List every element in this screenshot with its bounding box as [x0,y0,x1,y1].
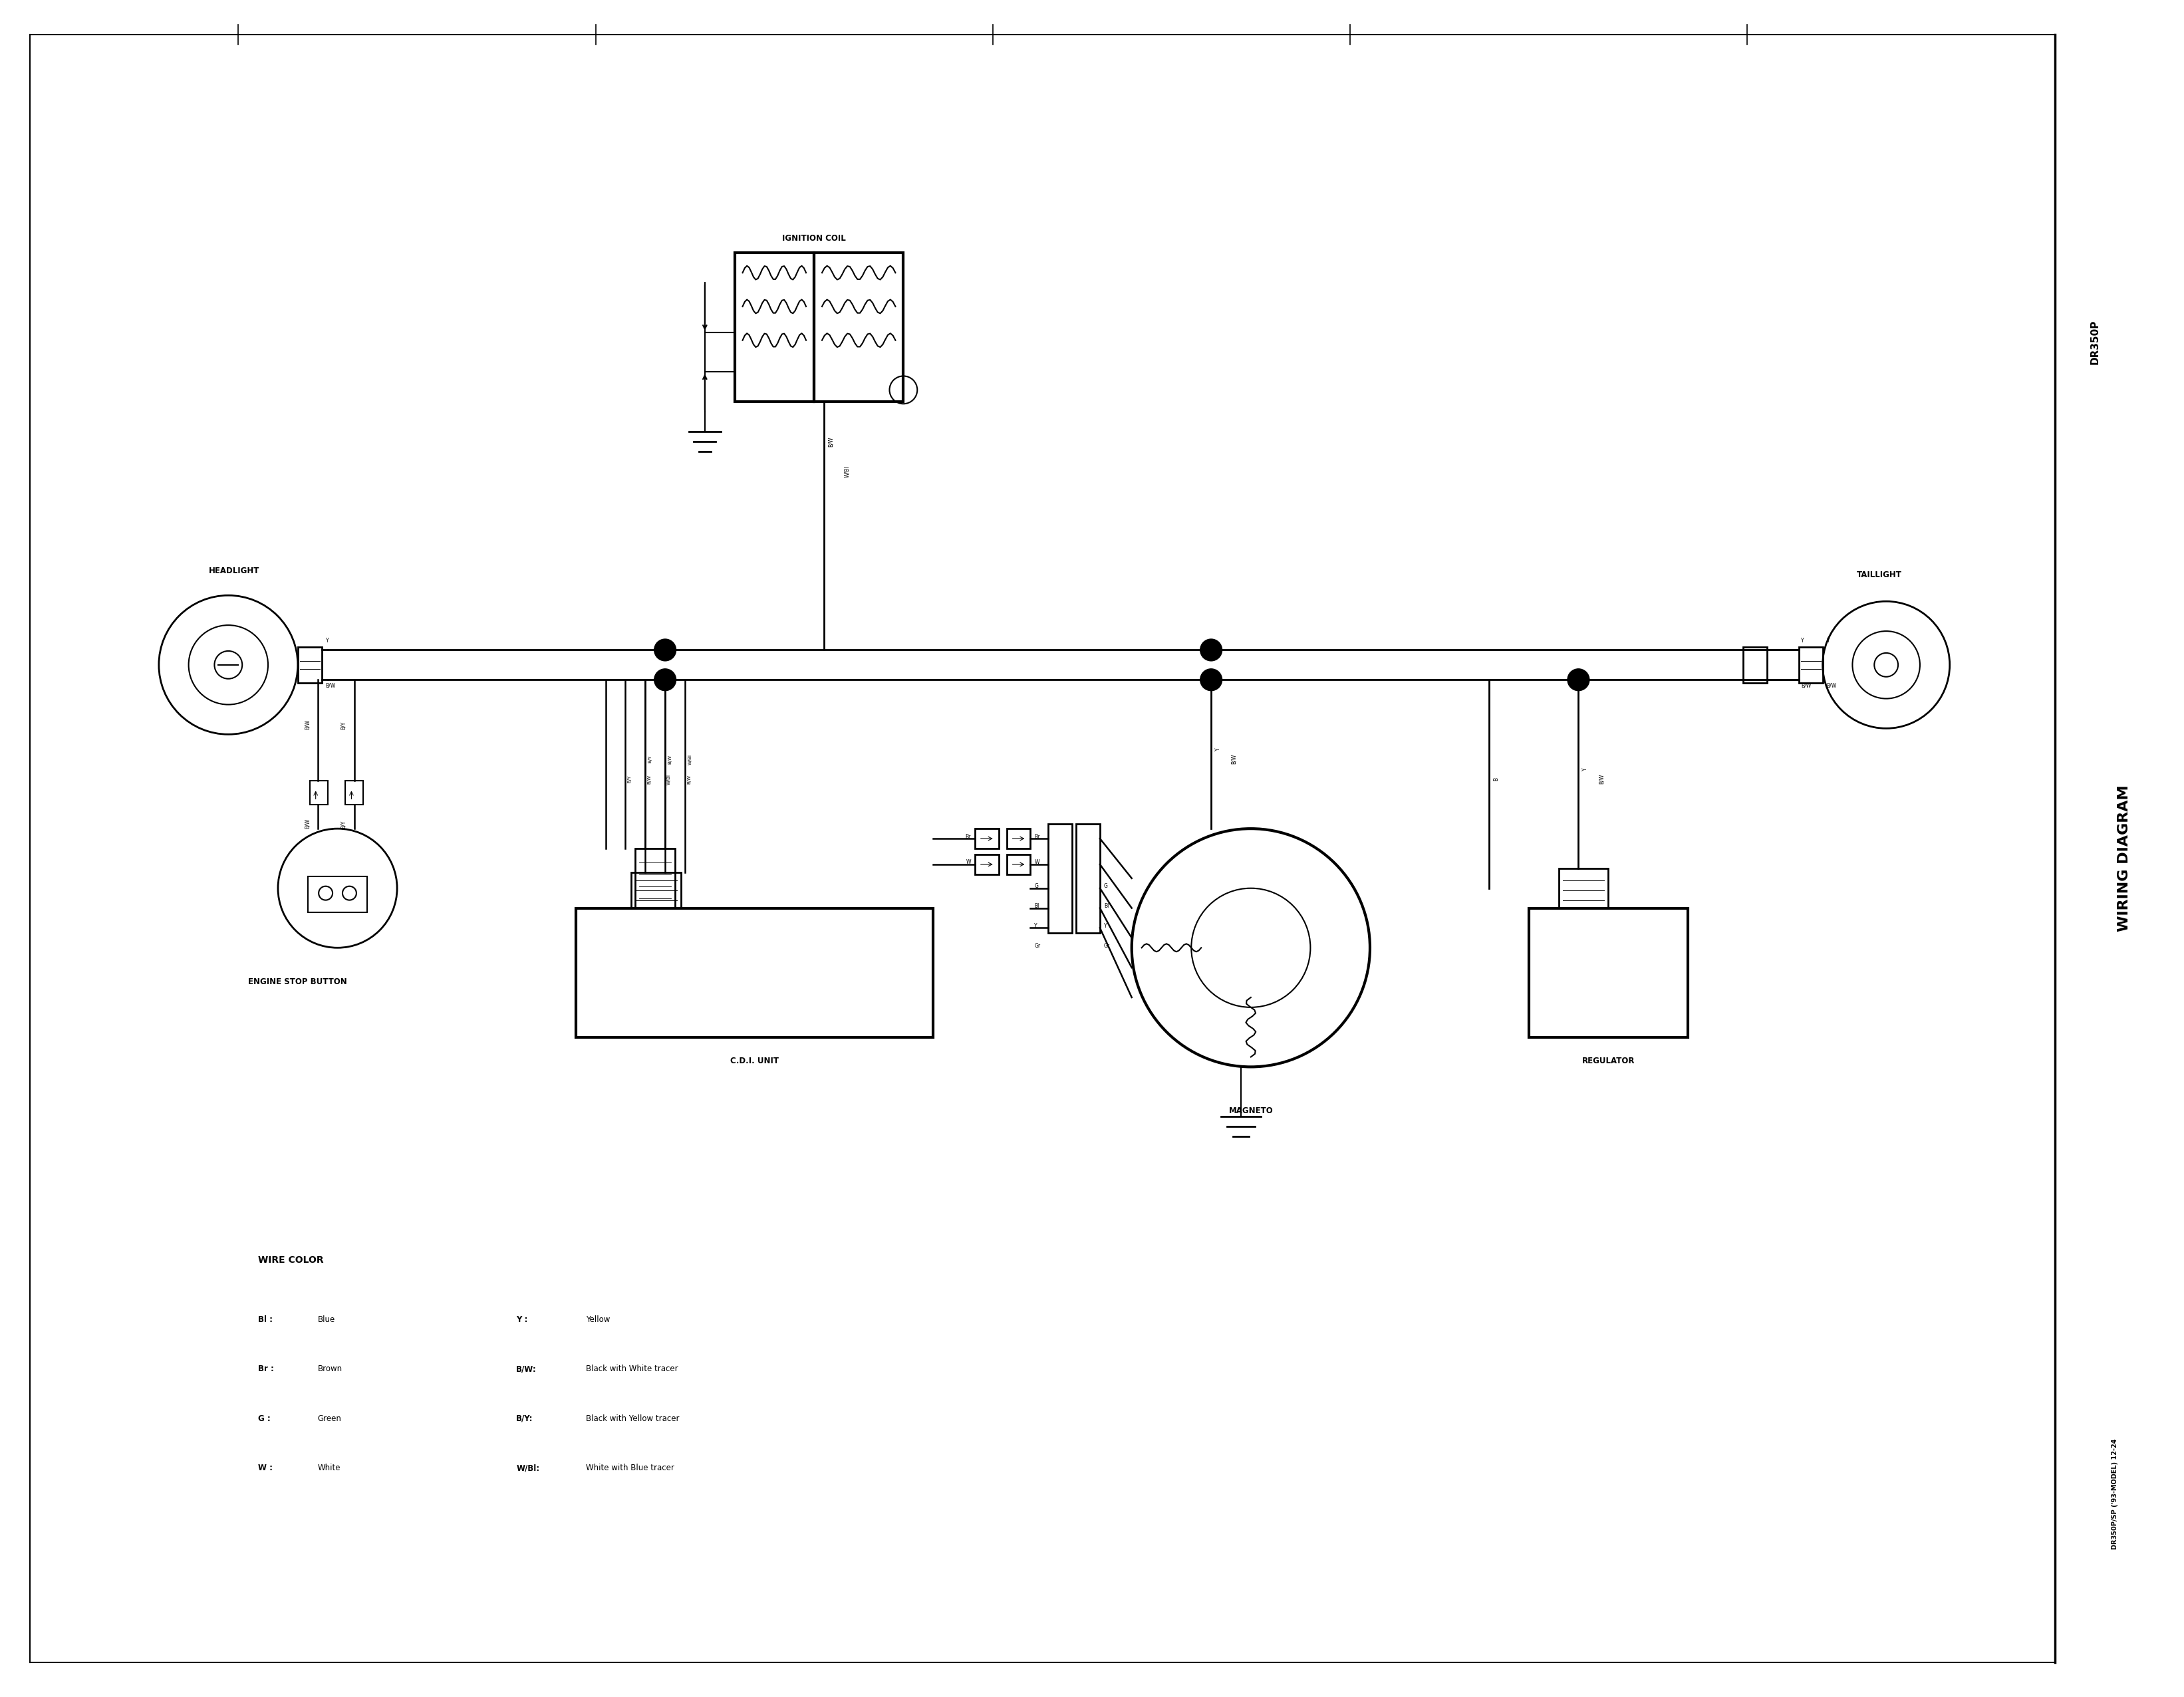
Bar [297,647,321,682]
Bar [631,872,681,908]
Text: B/Y: B/Y [341,721,347,730]
Text: IGNITION COIL: IGNITION COIL [782,234,845,243]
Text: B/W: B/W [668,755,673,764]
Text: G: G [1035,882,1037,889]
Text: B/Y: B/Y [627,776,631,782]
Text: Y: Y [1035,923,1037,928]
Text: WIRING DIAGRAM: WIRING DIAGRAM [2118,786,2132,932]
Text: B/Y:: B/Y: [515,1414,533,1424]
Text: G: G [1103,882,1107,889]
Bar [577,908,933,1037]
Text: Brown: Brown [317,1364,343,1373]
Bar [734,253,815,402]
Text: B/Y: B/Y [341,820,347,828]
Text: Y: Y [1826,638,1830,645]
Text: W/Bl: W/Bl [688,753,692,764]
Circle shape [1201,640,1223,660]
Text: B/Y: B/Y [649,755,653,764]
Text: Y :: Y : [515,1315,529,1324]
Text: Y: Y [1583,767,1588,770]
Bar [308,876,367,911]
Bar [1559,869,1607,908]
Bar [636,848,675,908]
Text: B/W: B/W [1232,753,1236,764]
Text: Black with Yellow tracer: Black with Yellow tracer [585,1414,679,1424]
Bar [974,855,998,874]
Circle shape [655,669,677,691]
Bar [1048,823,1072,933]
Text: REGULATOR: REGULATOR [1581,1057,1634,1066]
Text: DR350P: DR350P [2090,319,2099,365]
Bar [974,828,998,848]
Text: B/W:: B/W: [515,1364,537,1373]
Text: Y: Y [1214,748,1221,750]
Text: ENGINE STOP BUTTON: ENGINE STOP BUTTON [249,977,347,986]
Circle shape [1201,669,1223,691]
Text: DR350P/SP ('93-MODEL) 12-24: DR350P/SP ('93-MODEL) 12-24 [2112,1439,2118,1549]
Bar [345,781,363,804]
Text: HEADLIGHT: HEADLIGHT [207,567,260,575]
Text: Blue: Blue [317,1315,334,1324]
Text: W: W [965,859,972,865]
Text: B: B [1494,777,1498,781]
Text: W :: W : [258,1465,273,1473]
Text: Y: Y [1802,638,1804,645]
Bar [815,253,904,402]
Bar [310,781,328,804]
Text: B/W: B/W [1826,682,1837,689]
Bar [1077,823,1101,933]
Text: Bl: Bl [1035,903,1040,910]
Text: Green: Green [317,1414,341,1424]
Text: Br :: Br : [258,1364,273,1373]
Text: Br: Br [965,833,972,840]
Text: Bl :: Bl : [258,1315,273,1324]
Text: W/Bl:: W/Bl: [515,1465,539,1473]
Text: B/W: B/W [306,720,310,730]
Text: Black with White tracer: Black with White tracer [585,1364,677,1373]
Bar [1007,855,1031,874]
Text: W/Bl: W/Bl [666,774,670,784]
Text: WIRE COLOR: WIRE COLOR [258,1256,323,1264]
Text: B/W: B/W [1599,774,1605,784]
Text: W/Bl: W/Bl [843,465,850,477]
Text: B/W: B/W [828,436,834,446]
Text: W: W [1035,859,1040,865]
Text: White: White [317,1465,341,1473]
Text: Bl: Bl [1103,903,1109,910]
Text: Br: Br [1035,833,1040,840]
Text: Yellow: Yellow [585,1315,609,1324]
Text: Y: Y [325,638,328,645]
Circle shape [1568,669,1590,691]
Text: Gr: Gr [1103,944,1109,949]
Text: B/W: B/W [1802,682,1811,689]
Text: TAILLIGHT: TAILLIGHT [1856,570,1902,579]
Text: C.D.I. UNIT: C.D.I. UNIT [729,1057,780,1066]
Text: B/W: B/W [325,682,336,689]
Bar [1007,828,1031,848]
Bar [1800,647,1824,682]
Text: B/W: B/W [688,774,690,784]
Text: Y: Y [1103,923,1107,928]
Text: White with Blue tracer: White with Blue tracer [585,1465,675,1473]
Text: MAGNETO: MAGNETO [1230,1106,1273,1115]
Bar [1529,908,1688,1037]
Text: B/W: B/W [646,774,651,784]
Circle shape [655,640,677,660]
Text: Gr: Gr [1035,944,1040,949]
Text: B/W: B/W [306,818,310,828]
Text: G :: G : [258,1414,271,1424]
Bar [1743,647,1767,682]
